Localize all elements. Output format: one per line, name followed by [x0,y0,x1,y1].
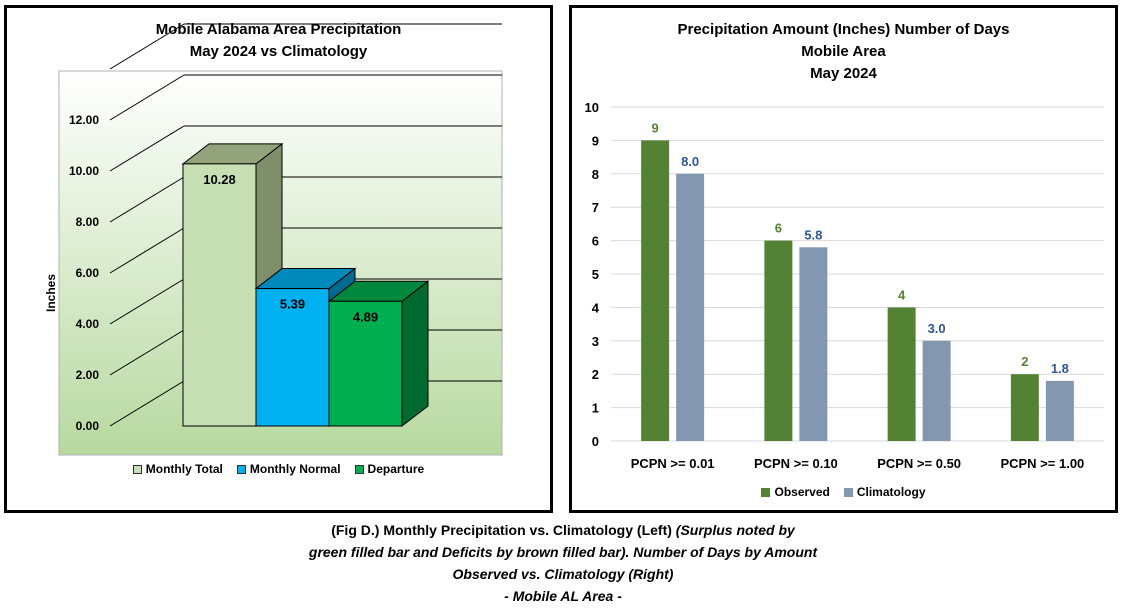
right-y-tick-label: 0 [592,434,599,449]
left-gridline-diagonal [109,176,185,223]
right-bar-value-label: 3.0 [928,321,946,336]
legend-swatch-monthly-normal [236,464,246,474]
right-y-tick-label: 10 [585,100,599,115]
right-bar-observed [641,140,670,441]
left-y-tick-label: 10.00 [69,164,99,178]
legend-label-departure: Departure [367,462,425,476]
right-bar-value-label: 2 [1021,354,1028,369]
right-title-line-3: May 2024 [810,65,877,82]
caption-line-4: - Mobile AL Area - [504,588,622,604]
left-y-tick-label: 2.00 [76,368,100,382]
caption-line-1-normal: (Fig D.) Monthly Precipitation vs. Clima… [331,522,676,538]
right-y-tick-label: 5 [592,267,599,282]
left-chart-svg: 0.00 2.00 4.00 6.00 8.00 10.00 12.00 10.28 5.39… [44,23,503,456]
left-title-line-1: Mobile Alabama Area Precipitation [155,21,402,38]
right-bar-value-label: 6 [775,221,782,236]
left-y-axis-label: Inches [44,274,58,312]
figure-caption: (Fig D.) Monthly Precipitation vs. Clima… [0,519,1126,607]
legend-label-monthly-total: Monthly Total [145,462,223,476]
right-y-tick-label: 7 [592,200,599,215]
left-gridline-diagonal [109,23,185,70]
caption-line-3: Observed vs. Climatology (Right) [452,566,674,582]
legend-item-observed: Observed [761,485,830,499]
left-chart-panel: Mobile Alabama Area Precipitation May 20… [4,5,553,513]
left-title-line-2: May 2024 vs Climatology [189,43,368,60]
legend-swatch-observed [761,487,771,497]
right-x-tick-label: PCPN >= 0.01 [631,456,715,471]
right-bar-value-label: 4 [898,287,906,302]
left-bar-front [328,300,403,427]
right-y-tick-label: 8 [592,167,599,182]
left-gridline-diagonal [109,380,185,427]
left-value-labels: 10.28 5.39 4.89 [203,172,378,324]
right-bar-observed [1010,374,1039,441]
right-bar-observed [764,240,793,441]
right-x-tick-label: PCPN >= 0.50 [877,456,961,471]
legend-label-observed: Observed [774,485,830,499]
right-title-line-2: Mobile Area [801,43,886,60]
right-chart-title: Precipitation Amount (Inches) Number of … [572,19,1115,85]
right-chart-panel: Precipitation Amount (Inches) Number of … [569,5,1118,513]
right-x-tick-label: PCPN >= 0.10 [754,456,838,471]
left-gridline-diagonal [109,329,185,376]
right-bar-value-label: 1.8 [1051,361,1069,376]
legend-item-monthly-total: Monthly Total [132,462,223,476]
left-gridline-diagonal [109,278,185,325]
left-y-tick-label: 0.00 [76,419,100,433]
right-bars [641,140,1074,442]
right-bar-climatology [676,173,705,442]
legend-item-monthly-normal: Monthly Normal [236,462,341,476]
right-y-axis-ticks: 0 1 2 3 4 5 6 7 8 9 10 [585,100,600,449]
right-title-line-1: Precipitation Amount (Inches) Number of … [677,21,1010,38]
right-y-tick-label: 1 [592,401,599,416]
left-bar-value-label: 10.28 [203,172,236,187]
right-bar-observed [887,307,916,441]
left-y-axis-ticks: 0.00 2.00 4.00 6.00 8.00 10.00 12.00 [69,113,99,433]
right-value-labels: 9 8.0 6 5.8 4 3.0 2 1.8 [652,120,1069,375]
left-bar-value-label: 5.39 [280,297,305,312]
left-bar-value-label: 4.89 [353,309,378,324]
right-bar-value-label: 9 [652,120,659,135]
legend-swatch-climatology [843,487,853,497]
left-bar-front [255,288,330,427]
left-legend: Monthly Total Monthly Normal Departure [7,462,550,476]
left-y-tick-label: 6.00 [76,266,100,280]
right-bar-climatology [1045,380,1074,441]
left-bars [181,142,430,428]
legend-swatch-monthly-total [132,464,142,474]
right-y-tick-label: 4 [592,300,600,315]
legend-label-monthly-normal: Monthly Normal [249,462,341,476]
caption-line-1-italic: (Surplus noted by [675,522,795,538]
caption-line-2: green filled bar and Deficits by brown f… [308,544,818,560]
right-x-axis-ticks: PCPN >= 0.01 PCPN >= 0.10 PCPN >= 0.50 PCPN… [631,456,1085,471]
left-y-tick-label: 8.00 [76,215,100,229]
caption-line-1: (Fig D.) Monthly Precipitation vs. Clima… [0,519,1126,541]
right-bar-value-label: 8.0 [681,154,699,169]
right-x-tick-label: PCPN >= 1.00 [1000,456,1084,471]
left-gridline-diagonal [109,125,185,172]
left-gridline-diagonal [109,74,185,121]
legend-swatch-departure [354,464,364,474]
right-y-tick-label: 9 [592,133,599,148]
left-gridline-diagonal [109,227,185,274]
left-bar-side [401,280,429,428]
left-bar-front [182,163,257,427]
left-y-tick-label: 4.00 [76,317,100,331]
right-y-tick-label: 2 [592,367,599,382]
left-chart-title: Mobile Alabama Area Precipitation May 20… [7,19,550,63]
legend-item-departure: Departure [354,462,425,476]
right-bar-value-label: 5.8 [804,227,822,242]
legend-label-climatology: Climatology [856,485,926,499]
right-y-tick-label: 6 [592,234,599,249]
right-chart-svg: 0 1 2 3 4 5 6 7 8 9 10 9 8.0 6 5.8 4 3.0 2 1.8 PCPN >= 0.… [585,100,1104,471]
left-y-tick-label: 12.00 [69,113,99,127]
right-bar-climatology [799,247,828,441]
right-bar-climatology [922,340,951,441]
legend-item-climatology: Climatology [843,485,926,499]
right-y-tick-label: 3 [592,334,599,349]
right-legend: Observed Climatology [572,485,1115,499]
